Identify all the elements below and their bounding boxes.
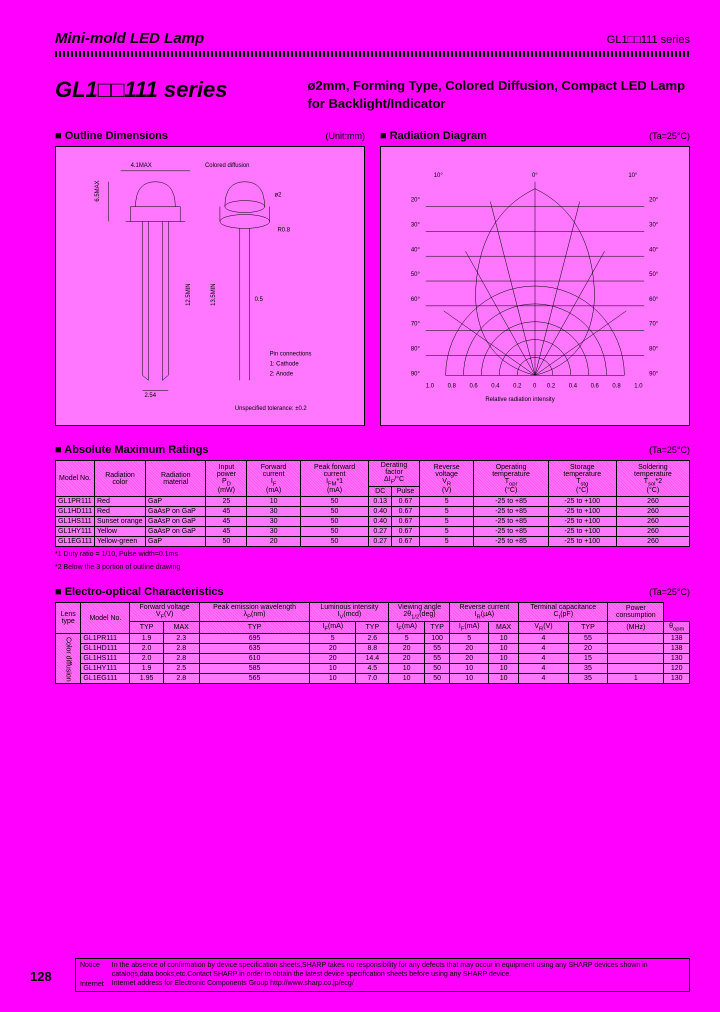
radiation-title: Radiation Diagram [380,130,487,142]
electro-unit: (Ta=25°C) [649,587,690,597]
svg-text:10°: 10° [434,173,444,179]
svg-text:40°: 40° [649,247,659,253]
main-title: GL1□□111 series [55,77,228,112]
svg-text:Unspecified tolerance: ±0.2: Unspecified tolerance: ±0.2 [235,406,307,412]
svg-text:R0.8: R0.8 [278,227,291,233]
svg-text:50°: 50° [411,272,421,278]
svg-text:0.6: 0.6 [591,383,600,389]
absmax-foot1: *1 Duty ratio = 1/10, Pulse width=0.1ms [55,550,690,559]
svg-text:90°: 90° [649,371,659,377]
svg-text:0.4: 0.4 [491,383,500,389]
absmax-title: Absolute Maximum Ratings [55,444,209,456]
svg-text:Pin connections: Pin connections [270,352,312,358]
outline-diagram: 4.1MAX Colored diffusion ø2 R0.8 [55,146,365,426]
header-series: GL1□□111 series [607,34,690,46]
outline-unit: (Unit:mm) [326,131,366,141]
svg-text:0: 0 [533,383,537,389]
absmax-table: Model No. Radiation color Radiation mate… [55,460,690,547]
svg-text:12.5MIN: 12.5MIN [186,283,192,305]
svg-text:1: Cathode: 1: Cathode [270,362,300,368]
page-number: 128 [30,969,52,984]
svg-text:0°: 0° [532,173,538,179]
internet-label: Internet [80,980,104,989]
divider [55,51,690,57]
radiation-diagram: 90° 80° 70° 60° 50° 40° 30° 20° 10° 0° 9… [380,146,690,426]
internet-text: Internet address for Electronic Componen… [112,979,685,988]
notice-label: Notice [80,961,104,970]
svg-text:70°: 70° [411,322,421,328]
svg-text:20°: 20° [649,198,659,204]
svg-text:0.8: 0.8 [612,383,621,389]
svg-text:30°: 30° [649,223,659,229]
radiation-unit: (Ta=25°C) [649,131,690,141]
svg-text:70°: 70° [649,322,659,328]
subtitle: ø2mm, Forming Type, Colored Diffusion, C… [308,77,690,112]
svg-text:13.5MIN: 13.5MIN [211,283,217,305]
svg-text:10°: 10° [628,173,638,179]
svg-text:2.54: 2.54 [144,393,156,399]
title-row: GL1□□111 series ø2mm, Forming Type, Colo… [55,77,690,112]
electro-table: Lenstype Model No. Forward voltageVF(V) … [55,602,690,685]
svg-text:Relative radiation intensity: Relative radiation intensity [485,397,554,403]
svg-text:80°: 80° [411,347,421,353]
svg-text:60°: 60° [649,297,659,303]
svg-text:90°: 90° [411,371,421,377]
svg-text:50°: 50° [649,272,659,278]
svg-text:0.6: 0.6 [469,383,478,389]
svg-text:0.2: 0.2 [513,383,521,389]
electro-title: Electro-optical Characteristics [55,586,224,598]
svg-text:6.5MAX: 6.5MAX [95,181,101,202]
svg-text:60°: 60° [411,297,421,303]
absmax-unit: (Ta=25°C) [649,445,690,455]
svg-text:40°: 40° [411,247,421,253]
header-title: Mini-mold LED Lamp [55,30,204,47]
svg-text:0.4: 0.4 [569,383,578,389]
svg-text:0.2: 0.2 [547,383,555,389]
page-header: Mini-mold LED Lamp GL1□□111 series [55,30,690,47]
outline-title: Outline Dimensions [55,130,168,142]
svg-text:20°: 20° [411,198,421,204]
svg-text:1.0: 1.0 [634,383,643,389]
svg-text:80°: 80° [649,347,659,353]
svg-text:1.0: 1.0 [426,383,435,389]
absmax-foot2: *2 Below the 3 portion of outline drawin… [55,563,690,572]
svg-text:Colored diffusion: Colored diffusion [205,163,249,169]
svg-text:30°: 30° [411,223,421,229]
svg-text:0.8: 0.8 [448,383,457,389]
notice-text: In the absence of confirmation by device… [112,961,685,979]
footer: Notice Internet In the absence of confir… [75,958,690,992]
svg-text:2: Anode: 2: Anode [270,371,294,377]
svg-text:ø2: ø2 [275,193,282,199]
svg-text:0.5: 0.5 [255,297,264,303]
svg-text:4.1MAX: 4.1MAX [131,163,152,169]
